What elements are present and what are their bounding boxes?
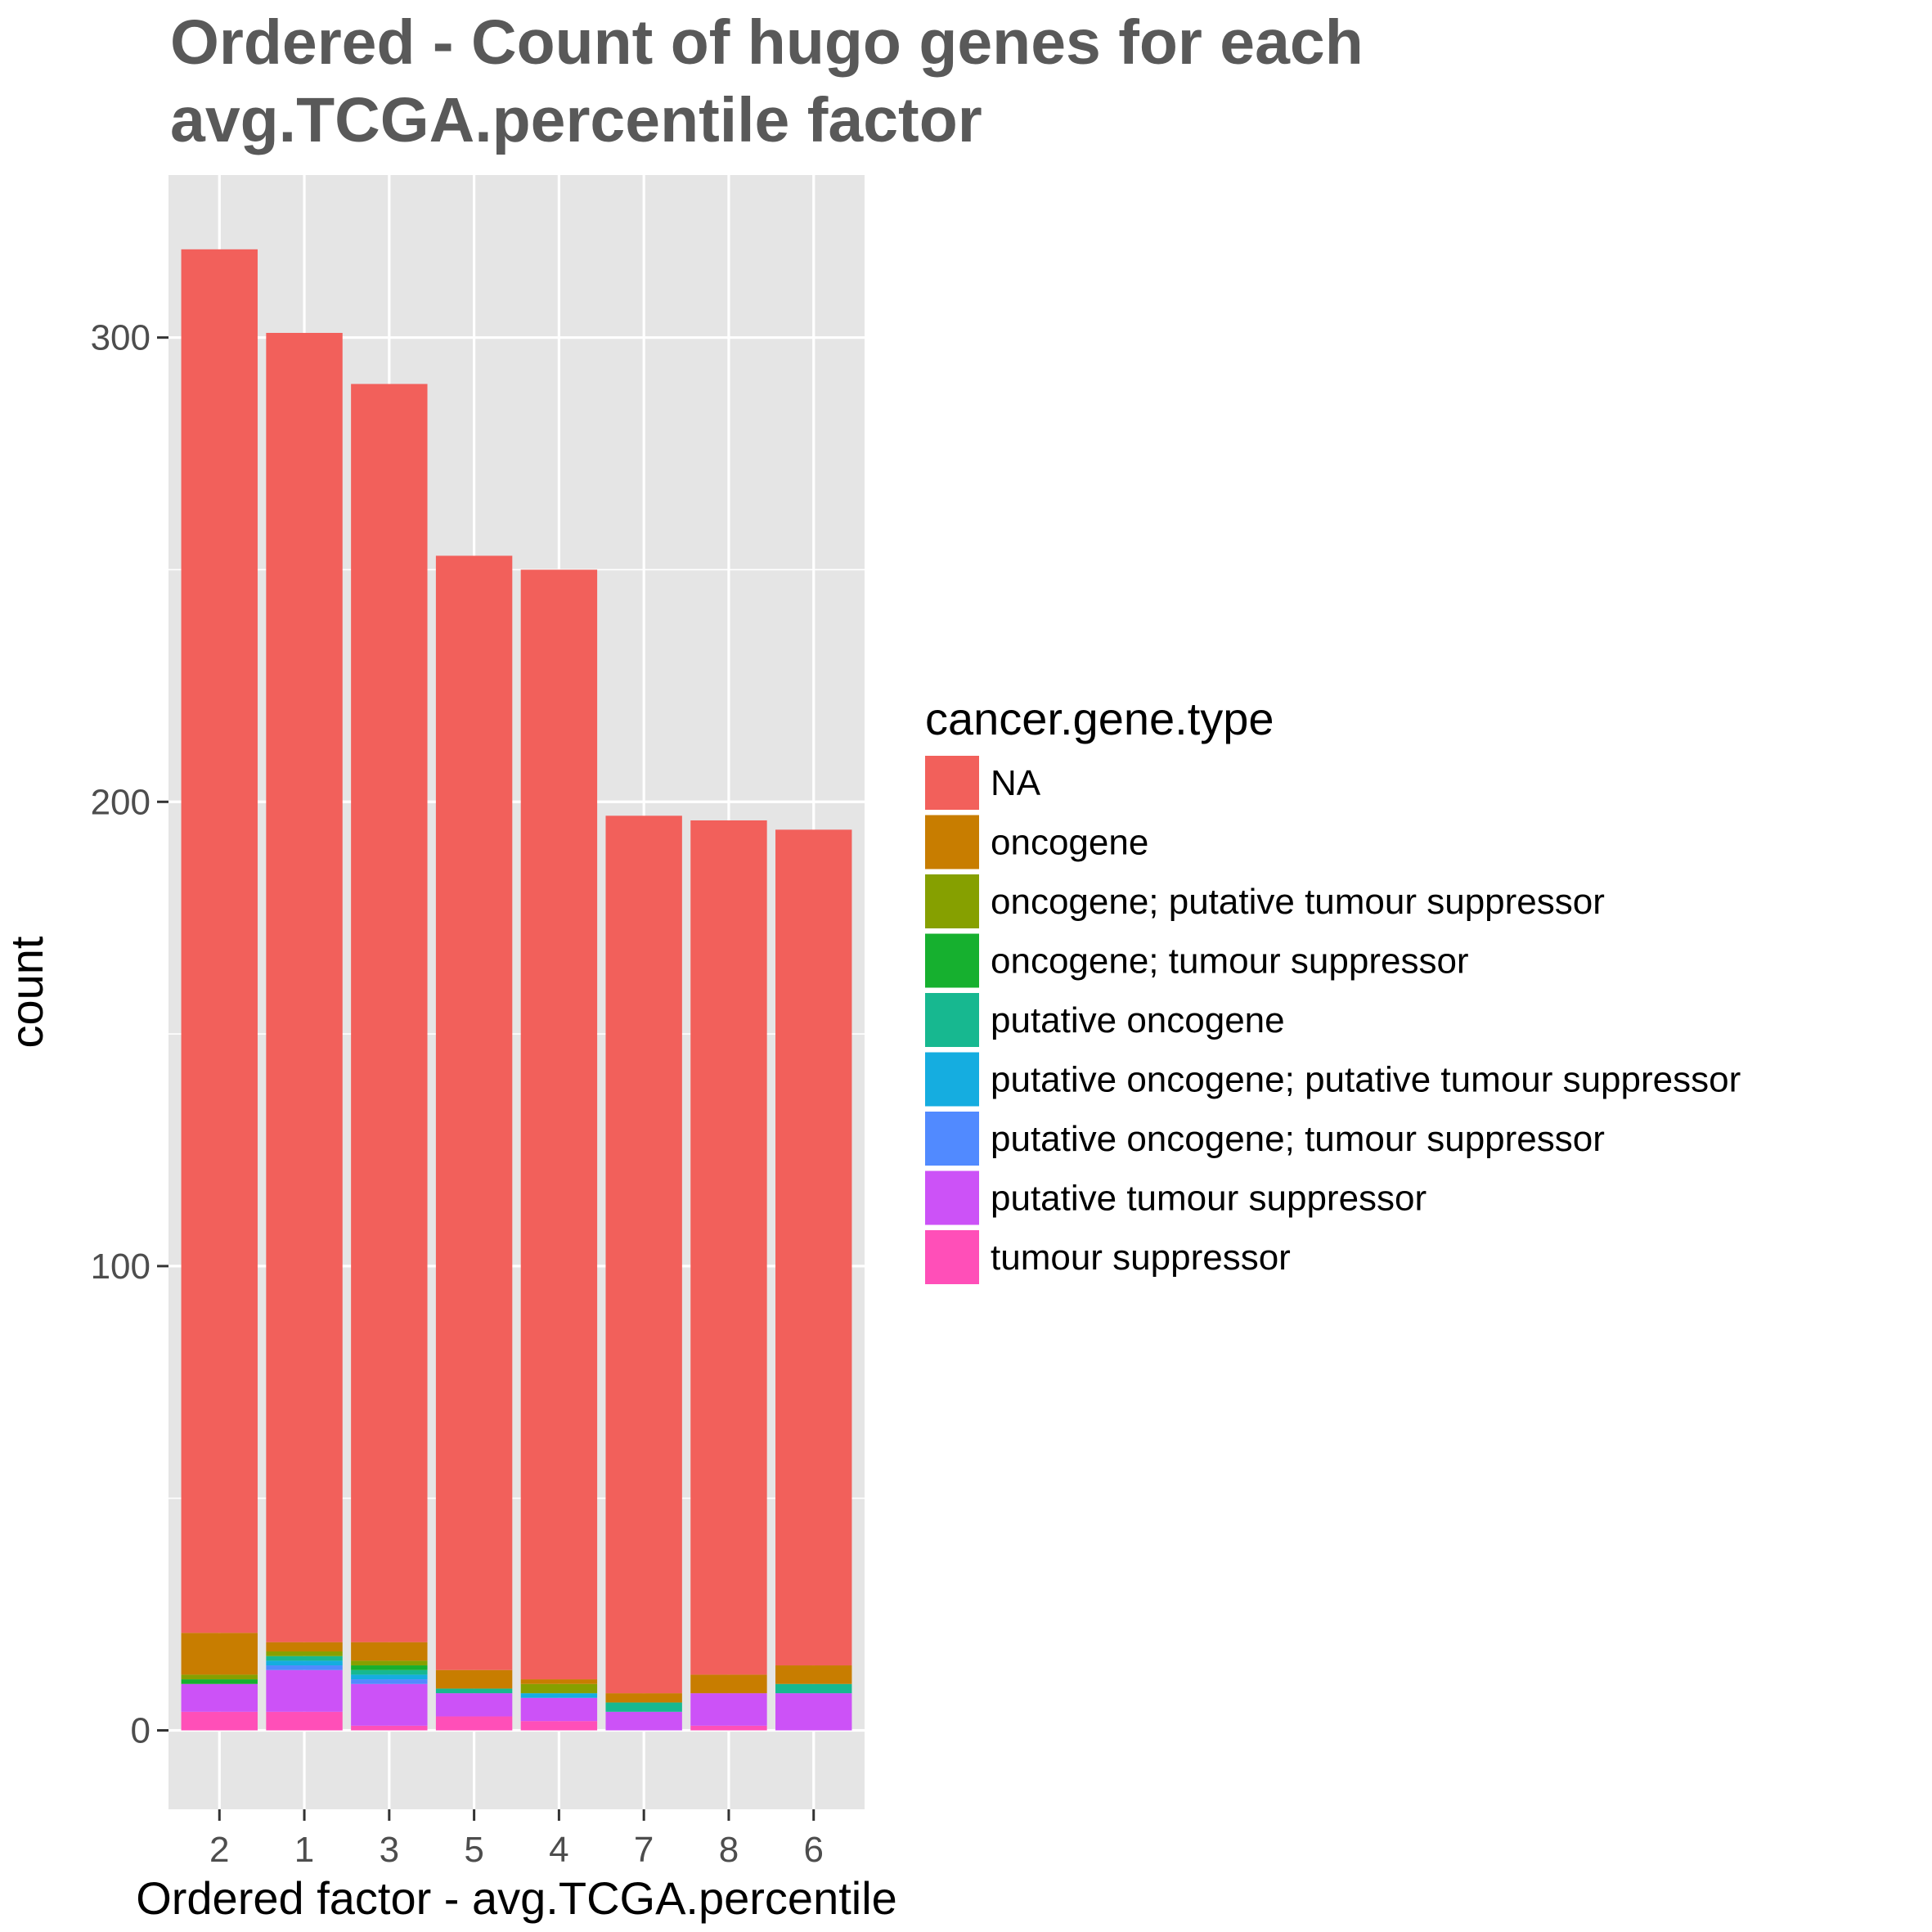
bar-segment-1-putative-tumour-suppressor <box>266 1669 343 1712</box>
bar-segment-4-tumour-suppressor <box>520 1721 598 1731</box>
legend: cancer.gene.type NA oncogene oncogene; put… <box>925 693 1741 1284</box>
bar-segment-3-putative-oncogene-tumour-suppressor <box>351 1679 428 1684</box>
legend-key-putative-oncogene-tumour-suppressor <box>925 1112 979 1166</box>
x-tick-label: 1 <box>294 1830 314 1870</box>
x-tick-label: 3 <box>380 1830 399 1870</box>
bar-segment-4-na <box>520 569 598 1680</box>
bar-segment-7-oncogene <box>605 1693 682 1703</box>
legend-label-putative-oncogene-tumour-suppressor: putative oncogene; tumour suppressor <box>991 1119 1605 1159</box>
bar-segment-5-putative-oncogene <box>435 1688 513 1694</box>
legend-label-tumour-suppressor: tumour suppressor <box>991 1238 1291 1278</box>
bar-segment-3-oncogene <box>351 1642 428 1661</box>
legend-label-putative-oncogene: putative oncogene <box>991 1000 1285 1040</box>
bar-segment-1-na <box>266 332 343 1642</box>
bar-segment-6-putative-oncogene <box>775 1683 852 1694</box>
y-tick-label: 200 <box>91 782 151 822</box>
legend-key-oncogene <box>925 815 979 869</box>
legend-key-tumour-suppressor <box>925 1230 979 1284</box>
bar-segment-2-oncogene-tumour-suppressor <box>181 1679 258 1684</box>
y-axis-title: count <box>1 936 52 1048</box>
bar-segment-4-oncogene-putative-tumour-suppressor <box>520 1683 598 1694</box>
bar-segment-3-oncogene-tumour-suppressor <box>351 1665 428 1670</box>
y-axis: 0 100 200 300 <box>91 318 168 1751</box>
bar-segment-1-putative-oncogene-tumour-suppressor <box>266 1665 343 1670</box>
legend-key-putative-tumour-suppressor <box>925 1170 979 1225</box>
legend-label-oncogene-tumour-suppressor: oncogene; tumour suppressor <box>991 941 1469 982</box>
bar-segment-7-na <box>605 815 682 1694</box>
legend-key-putative-oncogene <box>925 993 979 1047</box>
x-tick-label: 7 <box>634 1830 654 1870</box>
bar-segment-4-putative-oncogene-putative-tumour-suppressor <box>520 1693 598 1698</box>
bar-segment-8-oncogene <box>690 1674 767 1694</box>
legend-label-oncogene-putative-tumour-suppressor: oncogene; putative tumour suppressor <box>991 882 1605 922</box>
x-tick-label: 6 <box>803 1830 823 1870</box>
bar-segment-2-na <box>181 249 258 1633</box>
legend-label-na: NA <box>991 763 1041 803</box>
bar-segment-3-tumour-suppressor <box>351 1725 428 1731</box>
x-tick-label: 8 <box>719 1830 739 1870</box>
legend-label-putative-oncogene-putative-tumour-suppressor: putative oncogene; putative tumour suppr… <box>991 1060 1741 1100</box>
bar-segment-7-putative-oncogene <box>605 1702 682 1712</box>
bar-segment-2-oncogene-putative-tumour-suppressor <box>181 1674 258 1680</box>
x-axis-title: Ordered factor - avg.TCGA.percentile <box>136 1872 897 1924</box>
bar-segment-3-putative-oncogene <box>351 1669 428 1675</box>
bar-segment-3-na <box>351 384 428 1642</box>
chart-title-line-2: avg.TCGA.percentile factor <box>170 85 982 155</box>
legend-title: cancer.gene.type <box>925 693 1274 744</box>
bar-segment-5-putative-tumour-suppressor <box>435 1693 513 1717</box>
bar-segment-6-oncogene <box>775 1665 852 1684</box>
bar-segment-3-oncogene-putative-tumour-suppressor <box>351 1660 428 1666</box>
bar-segment-7-putative-tumour-suppressor <box>605 1711 682 1731</box>
bar-segment-4-oncogene <box>520 1679 598 1684</box>
bar-segment-1-oncogene-putative-tumour-suppressor <box>266 1651 343 1656</box>
legend-label-oncogene: oncogene <box>991 823 1148 863</box>
x-axis: 2 1 3 5 4 7 8 6 <box>209 1809 824 1870</box>
bar-segment-3-putative-tumour-suppressor <box>351 1683 428 1726</box>
bar-segment-5-na <box>435 555 513 1670</box>
bar-segment-5-oncogene <box>435 1669 513 1689</box>
bar-segment-1-tumour-suppressor <box>266 1711 343 1731</box>
bar-segment-1-oncogene <box>266 1642 343 1652</box>
x-tick-label: 5 <box>464 1830 483 1870</box>
y-tick-label: 0 <box>131 1711 151 1751</box>
bars <box>181 249 852 1731</box>
legend-key-putative-oncogene-putative-tumour-suppressor <box>925 1052 979 1107</box>
bar-segment-2-oncogene <box>181 1633 258 1675</box>
legend-label-putative-tumour-suppressor: putative tumour suppressor <box>991 1179 1427 1219</box>
bar-segment-8-na <box>690 820 767 1675</box>
bar-segment-2-putative-tumour-suppressor <box>181 1683 258 1712</box>
chart-title-line-1: Ordered - Count of hugo genes for each <box>170 7 1364 78</box>
y-tick-label: 300 <box>91 318 151 358</box>
bar-segment-1-putative-oncogene-putative-tumour-suppressor <box>266 1660 343 1666</box>
bar-segment-4-putative-tumour-suppressor <box>520 1697 598 1722</box>
bar-segment-1-putative-oncogene <box>266 1656 343 1661</box>
legend-key-oncogene-putative-tumour-suppressor <box>925 874 979 928</box>
legend-key-oncogene-tumour-suppressor <box>925 933 979 988</box>
bar-segment-8-putative-tumour-suppressor <box>690 1693 767 1726</box>
bar-segment-8-tumour-suppressor <box>690 1725 767 1731</box>
bar-segment-6-putative-tumour-suppressor <box>775 1693 852 1731</box>
legend-key-na <box>925 756 979 810</box>
bar-segment-6-na <box>775 829 852 1666</box>
y-tick-label: 100 <box>91 1247 151 1287</box>
x-tick-label: 4 <box>549 1830 568 1870</box>
bar-segment-5-tumour-suppressor <box>435 1716 513 1731</box>
x-tick-label: 2 <box>209 1830 229 1870</box>
bar-segment-3-putative-oncogene-putative-tumour-suppressor <box>351 1674 428 1680</box>
bar-segment-2-tumour-suppressor <box>181 1711 258 1731</box>
